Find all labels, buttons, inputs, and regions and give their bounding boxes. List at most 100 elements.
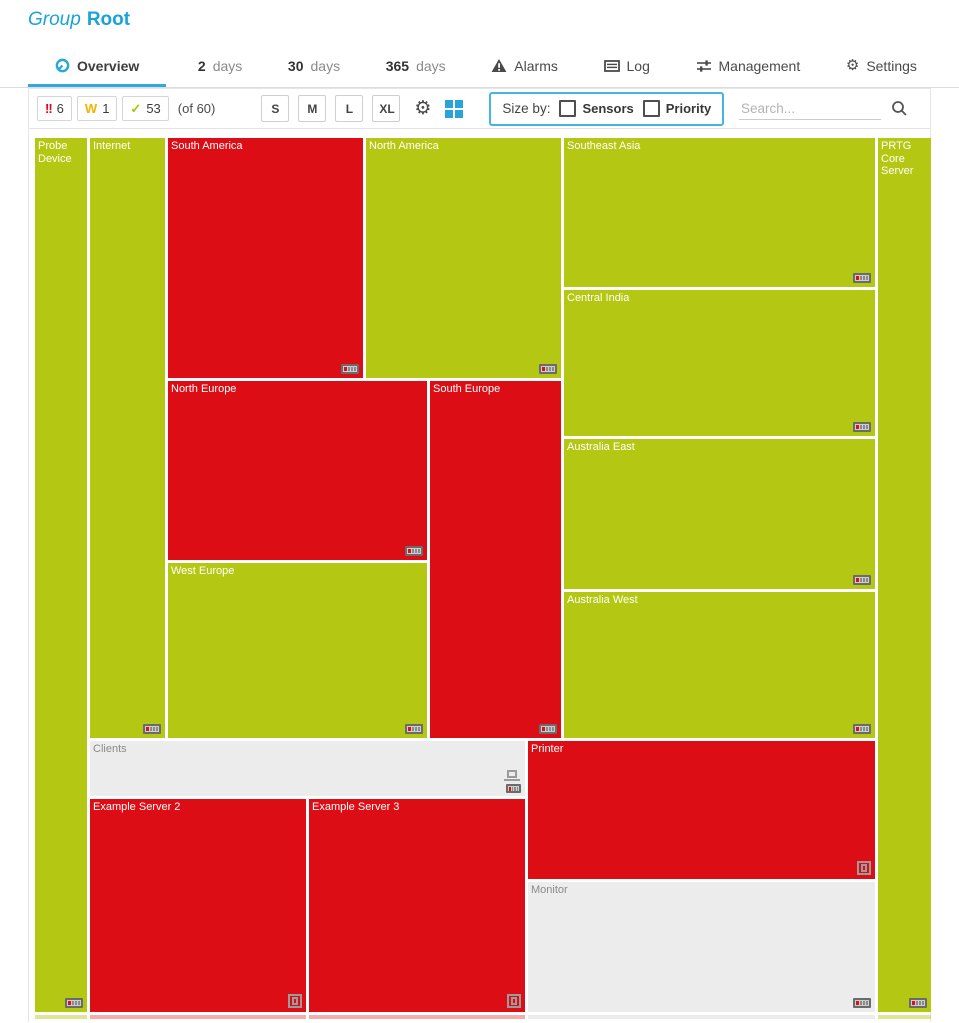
map-tile-probe-device[interactable]: Probe Device [35, 138, 87, 1012]
tab-365-days[interactable]: 365 days [372, 47, 460, 87]
map-tile-north-europe[interactable]: North Europe [168, 381, 427, 560]
size-by-priority-option[interactable]: Priority [642, 100, 712, 117]
map-tile-monitor[interactable]: Monitor [528, 882, 875, 1012]
map-tile-label: Monitor [531, 884, 568, 896]
gauge-icon [55, 58, 70, 73]
tab-30-days[interactable]: 30 days [274, 47, 354, 87]
map-tile-prtg-core-server[interactable]: PRTG Core Server [878, 138, 931, 1012]
tab-label: Overview [77, 57, 140, 74]
map-tile-west-europe[interactable]: West Europe [168, 563, 427, 738]
map-tile-label: North America [369, 140, 439, 152]
treemap: Probe Device Internet South America North A… [35, 138, 931, 1023]
clipped-tile-sliver [528, 1015, 875, 1019]
tab-management[interactable]: Management [682, 47, 815, 87]
map-tile-label: South America [171, 140, 243, 152]
map-tile-clients[interactable]: Clients [90, 741, 525, 796]
tab-value: 30 [287, 57, 304, 74]
size-by-sensors-option[interactable]: Sensors [559, 100, 634, 117]
up-count: 53 [146, 101, 161, 116]
map-settings-button[interactable]: ⚙ [414, 99, 431, 118]
map-tile-south-america[interactable]: South America [168, 138, 363, 378]
map-tile-label: PRTG Core Server [881, 140, 914, 178]
sensor-total-label: (of 60) [177, 101, 216, 116]
map-tile-label: South Europe [433, 383, 501, 395]
search-button[interactable] [891, 100, 908, 117]
map-tile-southeast-asia[interactable]: Southeast Asia [564, 138, 875, 287]
search-area [739, 97, 908, 120]
sensor-strip-icon [405, 546, 423, 556]
map-tile-label: Internet [93, 140, 131, 152]
map-tile-north-america[interactable]: North America [366, 138, 561, 378]
priority-checkbox[interactable] [642, 100, 660, 117]
up-sensors-button[interactable]: ✓ 53 [122, 96, 169, 121]
sensors-checkbox[interactable] [559, 100, 577, 117]
map-tile-internet[interactable]: Internet [90, 138, 165, 738]
sensors-checkbox-label: Sensors [582, 101, 634, 116]
map-tile-central-india[interactable]: Central India [564, 290, 875, 436]
priority-checkbox-label: Priority [665, 101, 712, 116]
map-tile-label: Clients [93, 743, 127, 755]
sliders-icon [696, 59, 712, 73]
search-input[interactable] [739, 97, 881, 120]
tab-value: 2 [197, 57, 206, 74]
device-icon [507, 994, 521, 1008]
tab-label: Log [626, 57, 650, 74]
map-tile-label: Central India [567, 292, 630, 304]
down-count: 6 [56, 101, 64, 116]
tab-overview[interactable]: Overview [28, 47, 167, 87]
sensor-strip-icon [539, 364, 557, 374]
map-tile-example-server-3[interactable]: Example Server 3 [309, 799, 525, 1012]
tab-label: days [212, 57, 243, 74]
sensor-strip-icon [506, 784, 521, 793]
device-icon [857, 861, 871, 875]
group-type-label: Group [28, 9, 81, 30]
sensor-strip-icon [853, 422, 871, 432]
down-status-icon: !! [45, 101, 53, 116]
log-icon [603, 59, 620, 73]
gear-icon: ⚙ [414, 97, 432, 119]
warning-sensors-button[interactable]: W 1 [76, 96, 118, 121]
down-sensors-button[interactable]: !! 6 [37, 96, 72, 121]
content-panel: !! 6 W 1 ✓ 53 (of 60) S M L XL ⚙ Size by… [28, 88, 931, 1022]
map-tile-south-europe[interactable]: South Europe [430, 381, 561, 738]
tab-label: Settings [866, 57, 917, 74]
grid-icon [445, 99, 464, 118]
sensor-strip-icon [853, 724, 871, 734]
tab-2-days[interactable]: 2 days [184, 47, 256, 87]
tab-label: days [310, 57, 341, 74]
map-tile-printer[interactable]: Printer [528, 741, 875, 879]
size-by-group: Size by: Sensors Priority [489, 91, 725, 126]
sensor-strip-icon [405, 724, 423, 734]
sensor-strip-icon [539, 724, 557, 734]
size-xl-button[interactable]: XL [372, 95, 401, 122]
map-tile-australia-east[interactable]: Australia East [564, 439, 875, 589]
search-icon [892, 101, 907, 116]
tab-alarms[interactable]: Alarms [477, 47, 572, 87]
map-tile-label: North Europe [171, 383, 237, 395]
map-tile-australia-west[interactable]: Australia West [564, 592, 875, 738]
map-tile-label: Probe Device [38, 140, 72, 165]
map-tile-label: Southeast Asia [567, 140, 641, 152]
tab-label: days [416, 57, 446, 74]
map-tile-label: Example Server 2 [93, 801, 181, 813]
size-l-button[interactable]: L [335, 95, 364, 122]
tab-settings[interactable]: ⚙ Settings [832, 47, 931, 87]
clipped-tile-sliver [35, 1015, 87, 1019]
size-s-button[interactable]: S [261, 95, 290, 122]
tile-view-button[interactable] [445, 99, 464, 118]
map-tile-label: Printer [531, 743, 564, 755]
clipped-tile-sliver [878, 1015, 931, 1019]
map-tile-label: Example Server 3 [312, 801, 400, 813]
map-tile-example-server-2[interactable]: Example Server 2 [90, 799, 306, 1012]
size-by-label: Size by: [502, 101, 551, 116]
sensor-strip-icon [853, 998, 871, 1008]
sensor-strip-icon [853, 575, 871, 585]
page-title: Root [86, 9, 131, 30]
clipped-tile-sliver [90, 1015, 306, 1019]
map-tile-label: Australia East [567, 441, 635, 453]
tab-log[interactable]: Log [590, 47, 664, 87]
size-m-button[interactable]: M [298, 95, 327, 122]
laptop-icon [504, 770, 520, 781]
sensor-strip-icon [143, 724, 161, 734]
clipped-tile-sliver [309, 1015, 525, 1019]
